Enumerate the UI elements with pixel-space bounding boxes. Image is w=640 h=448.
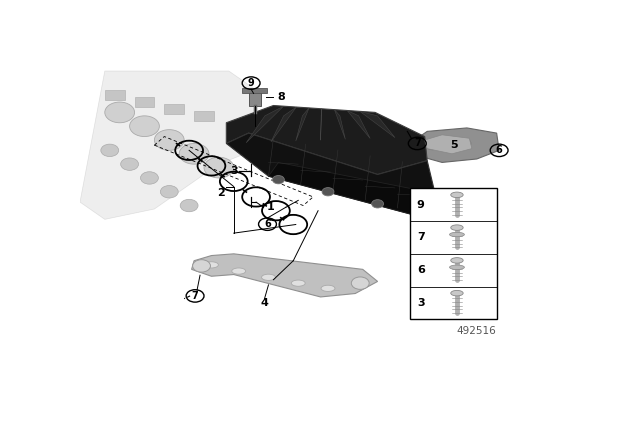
Ellipse shape (451, 290, 463, 296)
Circle shape (154, 129, 184, 151)
Bar (105, 90, 125, 100)
Polygon shape (269, 163, 437, 216)
Circle shape (458, 139, 471, 148)
Polygon shape (335, 110, 346, 139)
Polygon shape (410, 128, 499, 163)
Ellipse shape (262, 274, 275, 280)
Polygon shape (80, 71, 253, 220)
Ellipse shape (451, 258, 463, 263)
Bar (164, 104, 184, 114)
Circle shape (161, 185, 178, 198)
Polygon shape (347, 111, 370, 138)
Text: 3: 3 (417, 298, 424, 308)
Ellipse shape (205, 262, 218, 268)
Text: 9: 9 (248, 78, 255, 88)
Polygon shape (227, 133, 437, 216)
Polygon shape (227, 106, 428, 174)
Circle shape (141, 172, 158, 184)
Polygon shape (296, 108, 309, 141)
Text: 7: 7 (417, 233, 424, 242)
Text: 6: 6 (264, 219, 271, 229)
Text: 8: 8 (277, 92, 285, 102)
Text: 4: 4 (260, 298, 268, 308)
Polygon shape (321, 109, 322, 140)
Circle shape (273, 176, 284, 184)
Circle shape (322, 188, 334, 196)
Circle shape (193, 260, 211, 272)
Circle shape (180, 199, 198, 212)
Text: 492516: 492516 (457, 327, 497, 336)
Text: 6: 6 (417, 265, 425, 275)
Text: 1: 1 (267, 202, 275, 212)
Ellipse shape (449, 265, 465, 270)
Bar (248, 92, 260, 106)
Text: 7: 7 (414, 138, 420, 148)
Circle shape (105, 102, 134, 123)
Text: 5: 5 (451, 140, 458, 150)
Circle shape (426, 141, 438, 150)
Polygon shape (425, 135, 472, 154)
Text: 7: 7 (192, 291, 198, 301)
Ellipse shape (451, 225, 463, 230)
Polygon shape (360, 112, 395, 138)
Bar (194, 111, 214, 121)
Bar (242, 87, 267, 93)
Circle shape (412, 208, 423, 216)
Circle shape (372, 200, 383, 208)
Ellipse shape (291, 280, 305, 286)
Ellipse shape (449, 232, 465, 237)
Ellipse shape (321, 285, 335, 292)
Ellipse shape (232, 268, 246, 274)
Text: 3: 3 (230, 166, 237, 176)
Circle shape (130, 116, 159, 137)
Text: 9: 9 (417, 200, 425, 210)
Circle shape (204, 157, 234, 178)
Circle shape (179, 143, 209, 164)
Polygon shape (191, 254, 378, 297)
Bar (134, 97, 154, 107)
Ellipse shape (451, 192, 463, 198)
Circle shape (121, 158, 138, 170)
Text: 6: 6 (496, 145, 502, 155)
Circle shape (351, 277, 369, 289)
Text: 2: 2 (218, 189, 225, 198)
Polygon shape (271, 107, 296, 142)
Bar (410, 188, 497, 319)
Polygon shape (246, 106, 284, 143)
Circle shape (101, 144, 118, 156)
